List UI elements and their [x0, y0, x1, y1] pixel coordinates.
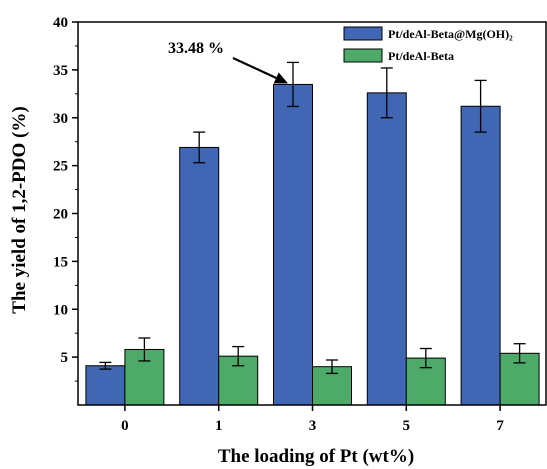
legend-label-1: Pt/deAl-Beta	[388, 49, 454, 63]
bar-s1-5	[405, 357, 446, 406]
annotation-arrow-head	[273, 72, 288, 84]
x-axis-title: The loading of Pt (wt%)	[218, 446, 414, 467]
y-tick-label-40: 40	[53, 15, 68, 31]
y-tick-label-15: 15	[53, 254, 68, 270]
error-bar-s1-0	[138, 337, 151, 362]
error-bar-s1-3	[326, 359, 338, 375]
y-tick-label-5: 5	[61, 350, 69, 366]
bar-s0-1	[179, 146, 220, 406]
x-tick-label-1: 1	[215, 418, 223, 434]
y-tick-label-25: 25	[53, 159, 68, 175]
error-bar-s1-5	[419, 347, 432, 369]
error-bars-layer	[99, 61, 526, 375]
legend-swatch-1	[343, 48, 383, 63]
legend-item-0: Pt/deAl-Beta@Mg(OH)₂	[343, 26, 513, 41]
bar-s0-0	[85, 365, 126, 406]
annotation-label-0: 33.48 %	[168, 40, 224, 57]
error-bar-s1-7	[513, 343, 526, 364]
bar-s0-3	[273, 83, 313, 406]
legend-swatch-0	[343, 26, 383, 41]
error-bar-s0-7	[474, 79, 487, 133]
error-bar-s0-5	[380, 67, 393, 119]
x-tick-label-0: 0	[121, 418, 129, 434]
axes-layer	[72, 21, 547, 411]
bar-s0-7	[460, 105, 501, 406]
bars-layer	[85, 83, 540, 406]
error-bar-s0-1	[193, 131, 206, 164]
x-tick-label-7: 7	[496, 418, 504, 434]
legend-label-0: Pt/deAl-Beta@Mg(OH)₂	[388, 27, 513, 41]
error-bar-s0-0	[99, 361, 112, 370]
legend-item-1: Pt/deAl-Beta	[343, 48, 454, 63]
bar-s0-5	[366, 92, 407, 406]
error-bar-s0-3	[287, 61, 299, 108]
y-tick-label-30: 30	[53, 111, 68, 127]
error-bar-s1-1	[232, 345, 245, 367]
legend: Pt/deAl-Beta@Mg(OH)₂ Pt/deAl-Beta	[343, 26, 513, 63]
annotation-arrow-shaft	[232, 57, 277, 79]
x-tick-label-3: 3	[309, 418, 317, 434]
x-tick-label-5: 5	[403, 418, 411, 434]
y-tick-label-20: 20	[53, 207, 68, 223]
y-tick-label-35: 35	[53, 63, 68, 79]
y-tick-label-10: 10	[53, 302, 68, 318]
y-axis-title: The yield of 1,2-PDO (%)	[9, 106, 30, 313]
annotation: 33.48 %	[168, 40, 288, 84]
